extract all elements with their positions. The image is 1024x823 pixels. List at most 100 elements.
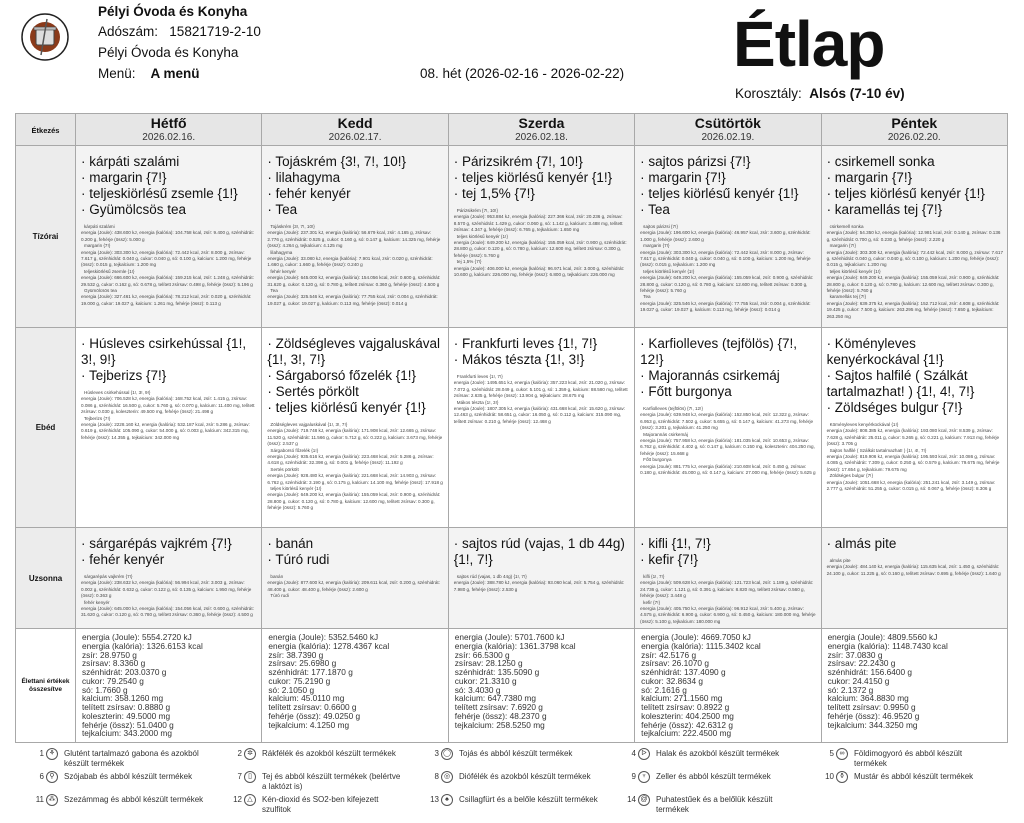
detail-dish-name: sajtos rúd (vajas, 1 db 44g) {1!, 7!} bbox=[456, 574, 527, 579]
crab-icon: ✲ bbox=[244, 748, 256, 760]
total-line: szénhidrát: 137.4090 g bbox=[641, 667, 726, 677]
dish-name: · margarin {7!} bbox=[81, 170, 167, 185]
day-date: 2026.02.16. bbox=[142, 132, 196, 143]
detail-nutrition-text: energia (Joule): 757.958 kJ, energia (ka… bbox=[640, 438, 815, 456]
legend-text: Szójabab és abból készült termékek bbox=[64, 772, 193, 781]
detail-nutrition-text: energia (Joule): 649.200 kJ, energia (ka… bbox=[267, 492, 441, 511]
legend-item: 6 ⚲ Szójabab és abból készült termékek bbox=[30, 771, 230, 783]
legend-text: Diófélék és azokból készült termékek bbox=[459, 772, 591, 781]
sulphite-icon: △ bbox=[244, 794, 256, 806]
legend-number: 11 bbox=[35, 795, 44, 804]
dish-name: · sárgarépás vajkrém {7!} bbox=[81, 536, 232, 551]
legend-text: Földimogyoró és abból készült termékek bbox=[854, 749, 963, 768]
detail-dish-name: Tojáskrém {3!, 7!, 10!} bbox=[270, 224, 315, 229]
nutrition-details: kifli {1!, 7!} energia (Joule): 509.628 k… bbox=[640, 574, 816, 625]
detail-nutrition-text: energia (Joule): 928.480 kJ, energia (ka… bbox=[267, 473, 443, 485]
legend-item: 14 @ Puhatestűek és a belőlük készült term… bbox=[622, 794, 822, 814]
detail-nutrition-text: energia (Joule): 484.140 kJ, energia (ka… bbox=[826, 564, 1001, 576]
menu-cell: · kárpáti szalámi · margarin {7!} · teljes… bbox=[74, 145, 263, 328]
legend-text: Mustár és abból készült termékek bbox=[854, 772, 974, 781]
legend-number: 4 bbox=[631, 749, 636, 758]
legend-text: Szezámmag és abból készült termékek bbox=[64, 795, 204, 804]
dish-name: · teljeskiörlésű zsemle {1!} bbox=[81, 186, 238, 201]
detail-nutrition-text: energia (Joule): 509.628 kJ, energia (ka… bbox=[640, 580, 814, 599]
daily-totals: energia (Joule): 5701.7600 kJ energia (ka… bbox=[447, 628, 636, 743]
nutrition-details: Frankfurti leves {1!, 7!} energia (Joule)… bbox=[454, 374, 630, 425]
detail-dish-name: sajtos párizsi {7!} bbox=[643, 224, 678, 229]
detail-dish-name: teljes kiörlésű kenyér {1!} bbox=[829, 268, 881, 274]
dish-name: · Sajtos halfilé ( Szálkát tartalmazhat!… bbox=[826, 368, 975, 399]
menu-line: Menü: A menü bbox=[98, 66, 200, 81]
legend-item: 10 ⚱ Mustár és abból készült termékek bbox=[820, 771, 1020, 783]
detail-dish-name: teljeskiörlésű zsemle {1!} bbox=[84, 268, 135, 274]
detail-nutrition-text: energia (Joule): 935.616 kJ, energia (ka… bbox=[267, 454, 434, 466]
dish-name: · csirkemell sonka bbox=[826, 154, 935, 169]
dish-name: · Zöldségleves vajgaluskával {1!, 3!, 7!… bbox=[267, 336, 440, 367]
detail-dish-name: teljes kiörlésű kenyér {1!} bbox=[643, 268, 695, 274]
detail-dish-name: csirkemell sonka bbox=[829, 224, 864, 229]
day-date: 2026.02.18. bbox=[515, 132, 568, 143]
legend-item: 7 ▯ Tej és abból készült termékek (belértv… bbox=[228, 771, 428, 791]
total-line: zsírsav: 25.6980 g bbox=[268, 658, 337, 669]
detail-nutrition-text: energia (Joule): 405.750 kJ, energia (ka… bbox=[640, 606, 816, 624]
nutrition-details: Zöldségleves vajgaluskával {1!, 3!, 7!} e… bbox=[267, 422, 443, 512]
legend-number: 10 bbox=[825, 772, 834, 781]
detail-dish-name: Mákos tészta {1!, 3!} bbox=[456, 399, 499, 405]
nut-icon: ◎ bbox=[441, 771, 453, 783]
total-line: cukor: 32.8634 g bbox=[641, 675, 703, 686]
meal-column-header: Étkezés bbox=[15, 113, 76, 146]
day-header-3: Csütörtök 2026.02.19. bbox=[634, 113, 822, 146]
detail-nutrition-text: energia (Joule): 719.748 kJ, energia (ka… bbox=[267, 428, 443, 447]
dish-name: · Tea bbox=[640, 202, 670, 217]
dish-name: · fehér kenyér bbox=[81, 552, 165, 567]
total-line: zsírsav: 22.2430 g bbox=[827, 658, 896, 669]
legend-item: 5 ∞ Földimogyoró és abból készült termékek bbox=[820, 748, 1020, 768]
age-group: Korosztály: Alsós (7-10 év) bbox=[735, 86, 905, 101]
menu-value: A menü bbox=[150, 66, 200, 81]
dish-name: · Mákos tészta {1!, 3!} bbox=[453, 352, 585, 367]
total-line: só: 1.7660 g bbox=[82, 684, 128, 695]
legend-item: 4 ᐅ Halak és azokból készült termékek bbox=[622, 748, 822, 760]
total-line: telített zsírsav: 0.9950 g bbox=[827, 702, 916, 712]
dish-name: · fehér kenyér bbox=[267, 186, 351, 201]
legend-item: 12 △ Kén-dioxid és SO2-ben kifejezett szul… bbox=[228, 794, 428, 814]
menu-cell: · almás pite almás pite energia (Joule): 4… bbox=[820, 527, 1009, 629]
legend-item: 1 ⚘ Glutént tartalmazó gabona és azokból k… bbox=[30, 748, 230, 768]
total-line: energia (Joule): 4809.5560 kJ bbox=[827, 632, 938, 642]
dish-name: · kefir {7!} bbox=[640, 552, 698, 567]
total-line: fehérje (össz): 42.6312 g bbox=[641, 719, 733, 730]
detail-dish-name: Sajtos halfilé ( Szálkát tartalmazhat! )… bbox=[829, 447, 927, 453]
total-line: só: 2.1616 g bbox=[641, 684, 687, 695]
dish-name: · Tea bbox=[267, 202, 298, 217]
legend-number: 13 bbox=[430, 795, 439, 804]
dish-name: · Túró rudi bbox=[267, 552, 330, 567]
total-line: zsírsav: 8.3360 g bbox=[82, 658, 146, 669]
legend-item: 9 ♆ Zeller és abból készült termékek bbox=[622, 771, 822, 783]
detail-dish-name: Gyümölcsös tea bbox=[84, 288, 117, 294]
tax-number-line: Adószám: 15821719-2-10 bbox=[98, 24, 261, 39]
day-header-row: Étkezés Hétfő 2026.02.16. Kedd 2026.02.17. S… bbox=[15, 113, 1009, 146]
day-header-0: Hétfő 2026.02.16. bbox=[74, 113, 263, 146]
detail-nutrition-text: energia (Joule): 438.600 kJ, energia (ka… bbox=[81, 230, 254, 242]
soy-icon: ⚲ bbox=[46, 771, 58, 783]
org-name-secondary: Pélyi Óvoda és Konyha bbox=[98, 45, 239, 60]
daily-totals: energia (Joule): 5352.5460 kJ energia (ka… bbox=[261, 628, 449, 743]
total-line: energia (Joule): 4669.7050 kJ bbox=[641, 632, 751, 642]
total-line: energia (kalória): 1115.3402 kcal bbox=[641, 640, 761, 651]
dish-name: · sajtos párizsi {7!} bbox=[640, 154, 751, 169]
detail-dish-name: Karfiolleves (tejfölös) {7!, 12!} bbox=[643, 406, 703, 411]
day-name: Kedd bbox=[337, 115, 373, 131]
dish-name: · teljes kiörlésű kenyér {1!} bbox=[453, 170, 613, 185]
total-line: energia (Joule): 5701.7600 kJ bbox=[454, 632, 565, 642]
detail-dish-name: almás pite bbox=[829, 558, 851, 563]
total-line: tejkalcium: 258.5250 mg bbox=[454, 719, 545, 730]
dish-name: · Frankfurti leves {1!, 7!} bbox=[453, 336, 598, 351]
peanut-icon: ∞ bbox=[836, 748, 848, 760]
menu-cell: · Párizsikrém {7!, 10!} · teljes kiörlésű… bbox=[447, 145, 636, 328]
dish-name: · Főtt burgonya bbox=[640, 384, 732, 399]
total-line: só: 3.4030 g bbox=[454, 684, 501, 695]
day-date: 2026.02.20. bbox=[887, 132, 941, 143]
menu-cell: · sajtos rúd (vajas, 1 db 44g) {1!, 7!} s… bbox=[447, 527, 636, 629]
week-range: 08. hét (2026-02-16 - 2026-02-22) bbox=[420, 66, 625, 81]
total-line: cukor: 79.2540 g bbox=[82, 675, 144, 686]
